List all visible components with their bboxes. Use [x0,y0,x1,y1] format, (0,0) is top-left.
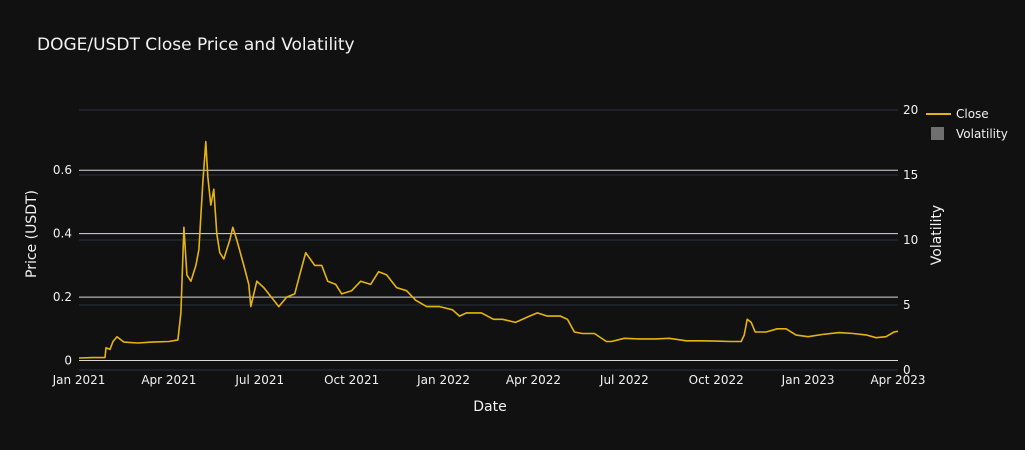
x-tick-label: Jan 2023 [781,373,835,387]
x-tick-label: Jul 2022 [599,373,649,387]
y2-tick-label: 20 [903,103,918,117]
x-tick-label: Jan 2022 [416,373,470,387]
secondary-gridlines [79,109,898,371]
y-tick-label: 0.6 [53,163,72,177]
y-tick-label: 0 [64,353,72,367]
y-tick-label: 0.2 [53,290,72,304]
x-tick-label: Jan 2021 [52,373,106,387]
close-price-line [78,140,899,359]
x-tick-label: Apr 2023 [870,373,925,387]
legend-volatility-swatch[interactable] [931,127,944,140]
y-tick-label: 0.4 [53,227,72,241]
x-tick-label: Jul 2021 [234,373,284,387]
x-tick-label: Apr 2021 [141,373,196,387]
x-tick-label: Oct 2021 [324,373,379,387]
x-tick-label: Oct 2022 [689,373,744,387]
y-axis-ticks: 0 0.2 0.4 0.6 [53,163,72,367]
legend-volatility-label[interactable]: Volatility [956,127,1008,141]
x-tick-label: Apr 2022 [506,373,561,387]
y2-axis-title: Volatility [929,205,945,265]
y-axis-title: Price (USDT) [24,190,40,278]
primary-gridlines [79,169,898,361]
chart-title: DOGE/USDT Close Price and Volatility [37,35,355,55]
y2-axis-ticks: 0 5 10 15 20 [903,103,918,377]
y2-tick-label: 10 [903,233,918,247]
x-axis-title: Date [473,399,506,415]
y2-tick-label: 15 [903,168,918,182]
y2-tick-label: 5 [903,298,911,312]
y2-tick-label: 0 [903,363,911,377]
legend-close-label[interactable]: Close [956,107,989,121]
legend: Close Volatility [926,107,1008,141]
x-axis-ticks: Jan 2021 Apr 2021 Jul 2021 Oct 2021 Jan 2022… [52,373,926,387]
